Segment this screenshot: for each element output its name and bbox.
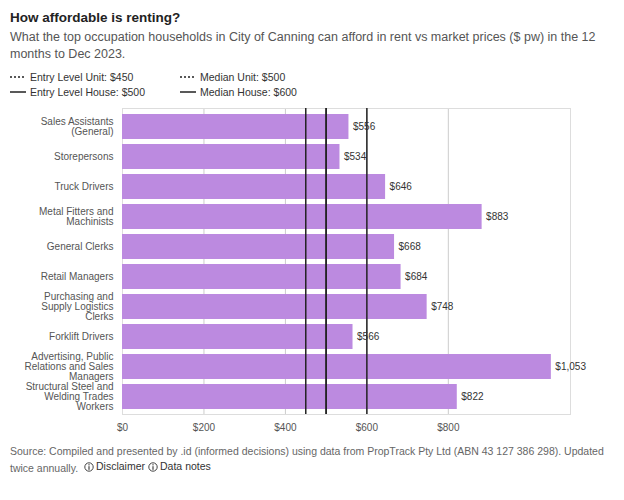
html-text:Source: Compiled and presented: Source: Compiled and presented by .id (i… (10, 445, 604, 474)
html-text:What the top occupation househ: What the top occupation households in Ci… (10, 30, 596, 61)
svg-text:Storepersons: Storepersons (54, 151, 113, 162)
svg-text:$668: $668 (399, 241, 422, 252)
html-text:Entry Level House: $500: Entry Level House: $500 (30, 86, 145, 98)
svg-text:Forklift Drivers: Forklift Drivers (49, 331, 113, 342)
svg-text:General Clerks: General Clerks (47, 241, 114, 252)
html-text:Disclaimer: Disclaimer (96, 460, 145, 472)
html-text:Data notes: Data notes (160, 460, 211, 472)
svg-text:$1,053: $1,053 (555, 361, 586, 372)
svg-text:$566: $566 (357, 331, 380, 342)
svg-text:$600: $600 (356, 422, 379, 433)
svg-text:$684: $684 (405, 271, 428, 282)
svg-text:$400: $400 (274, 422, 297, 433)
svg-text:$748: $748 (431, 301, 454, 312)
html-text:Median Unit: $500: Median Unit: $500 (200, 71, 286, 83)
svg-text:$534: $534 (344, 151, 367, 162)
svg-text:Sales Assistants(General): Sales Assistants(General) (41, 116, 114, 137)
svg-text:$556: $556 (353, 121, 376, 132)
html-text:Entry Level Unit: $450: Entry Level Unit: $450 (30, 71, 134, 83)
svg-text:Purchasing andSupply Logistics: Purchasing andSupply LogisticsClerks (41, 291, 113, 322)
html-text:How affordable is renting?: How affordable is renting? (10, 10, 181, 25)
svg-text:Truck Drivers: Truck Drivers (54, 181, 113, 192)
svg-text:Advertising, PublicRelations a: Advertising, PublicRelations and SalesMa… (25, 351, 114, 382)
svg-text:$822: $822 (461, 391, 484, 402)
svg-text:$0: $0 (117, 422, 129, 433)
html-text:Median House: $600: Median House: $600 (200, 86, 297, 98)
svg-text:Metal Fitters andMachinists: Metal Fitters andMachinists (39, 206, 113, 227)
svg-text:Structural Steel andWelding Tr: Structural Steel andWelding TradesWorker… (26, 381, 114, 412)
svg-text:$800: $800 (437, 422, 460, 433)
svg-text:Retail Managers: Retail Managers (41, 271, 114, 282)
svg-text:$883: $883 (486, 211, 509, 222)
svg-text:$646: $646 (390, 181, 413, 192)
svg-text:$200: $200 (193, 422, 216, 433)
